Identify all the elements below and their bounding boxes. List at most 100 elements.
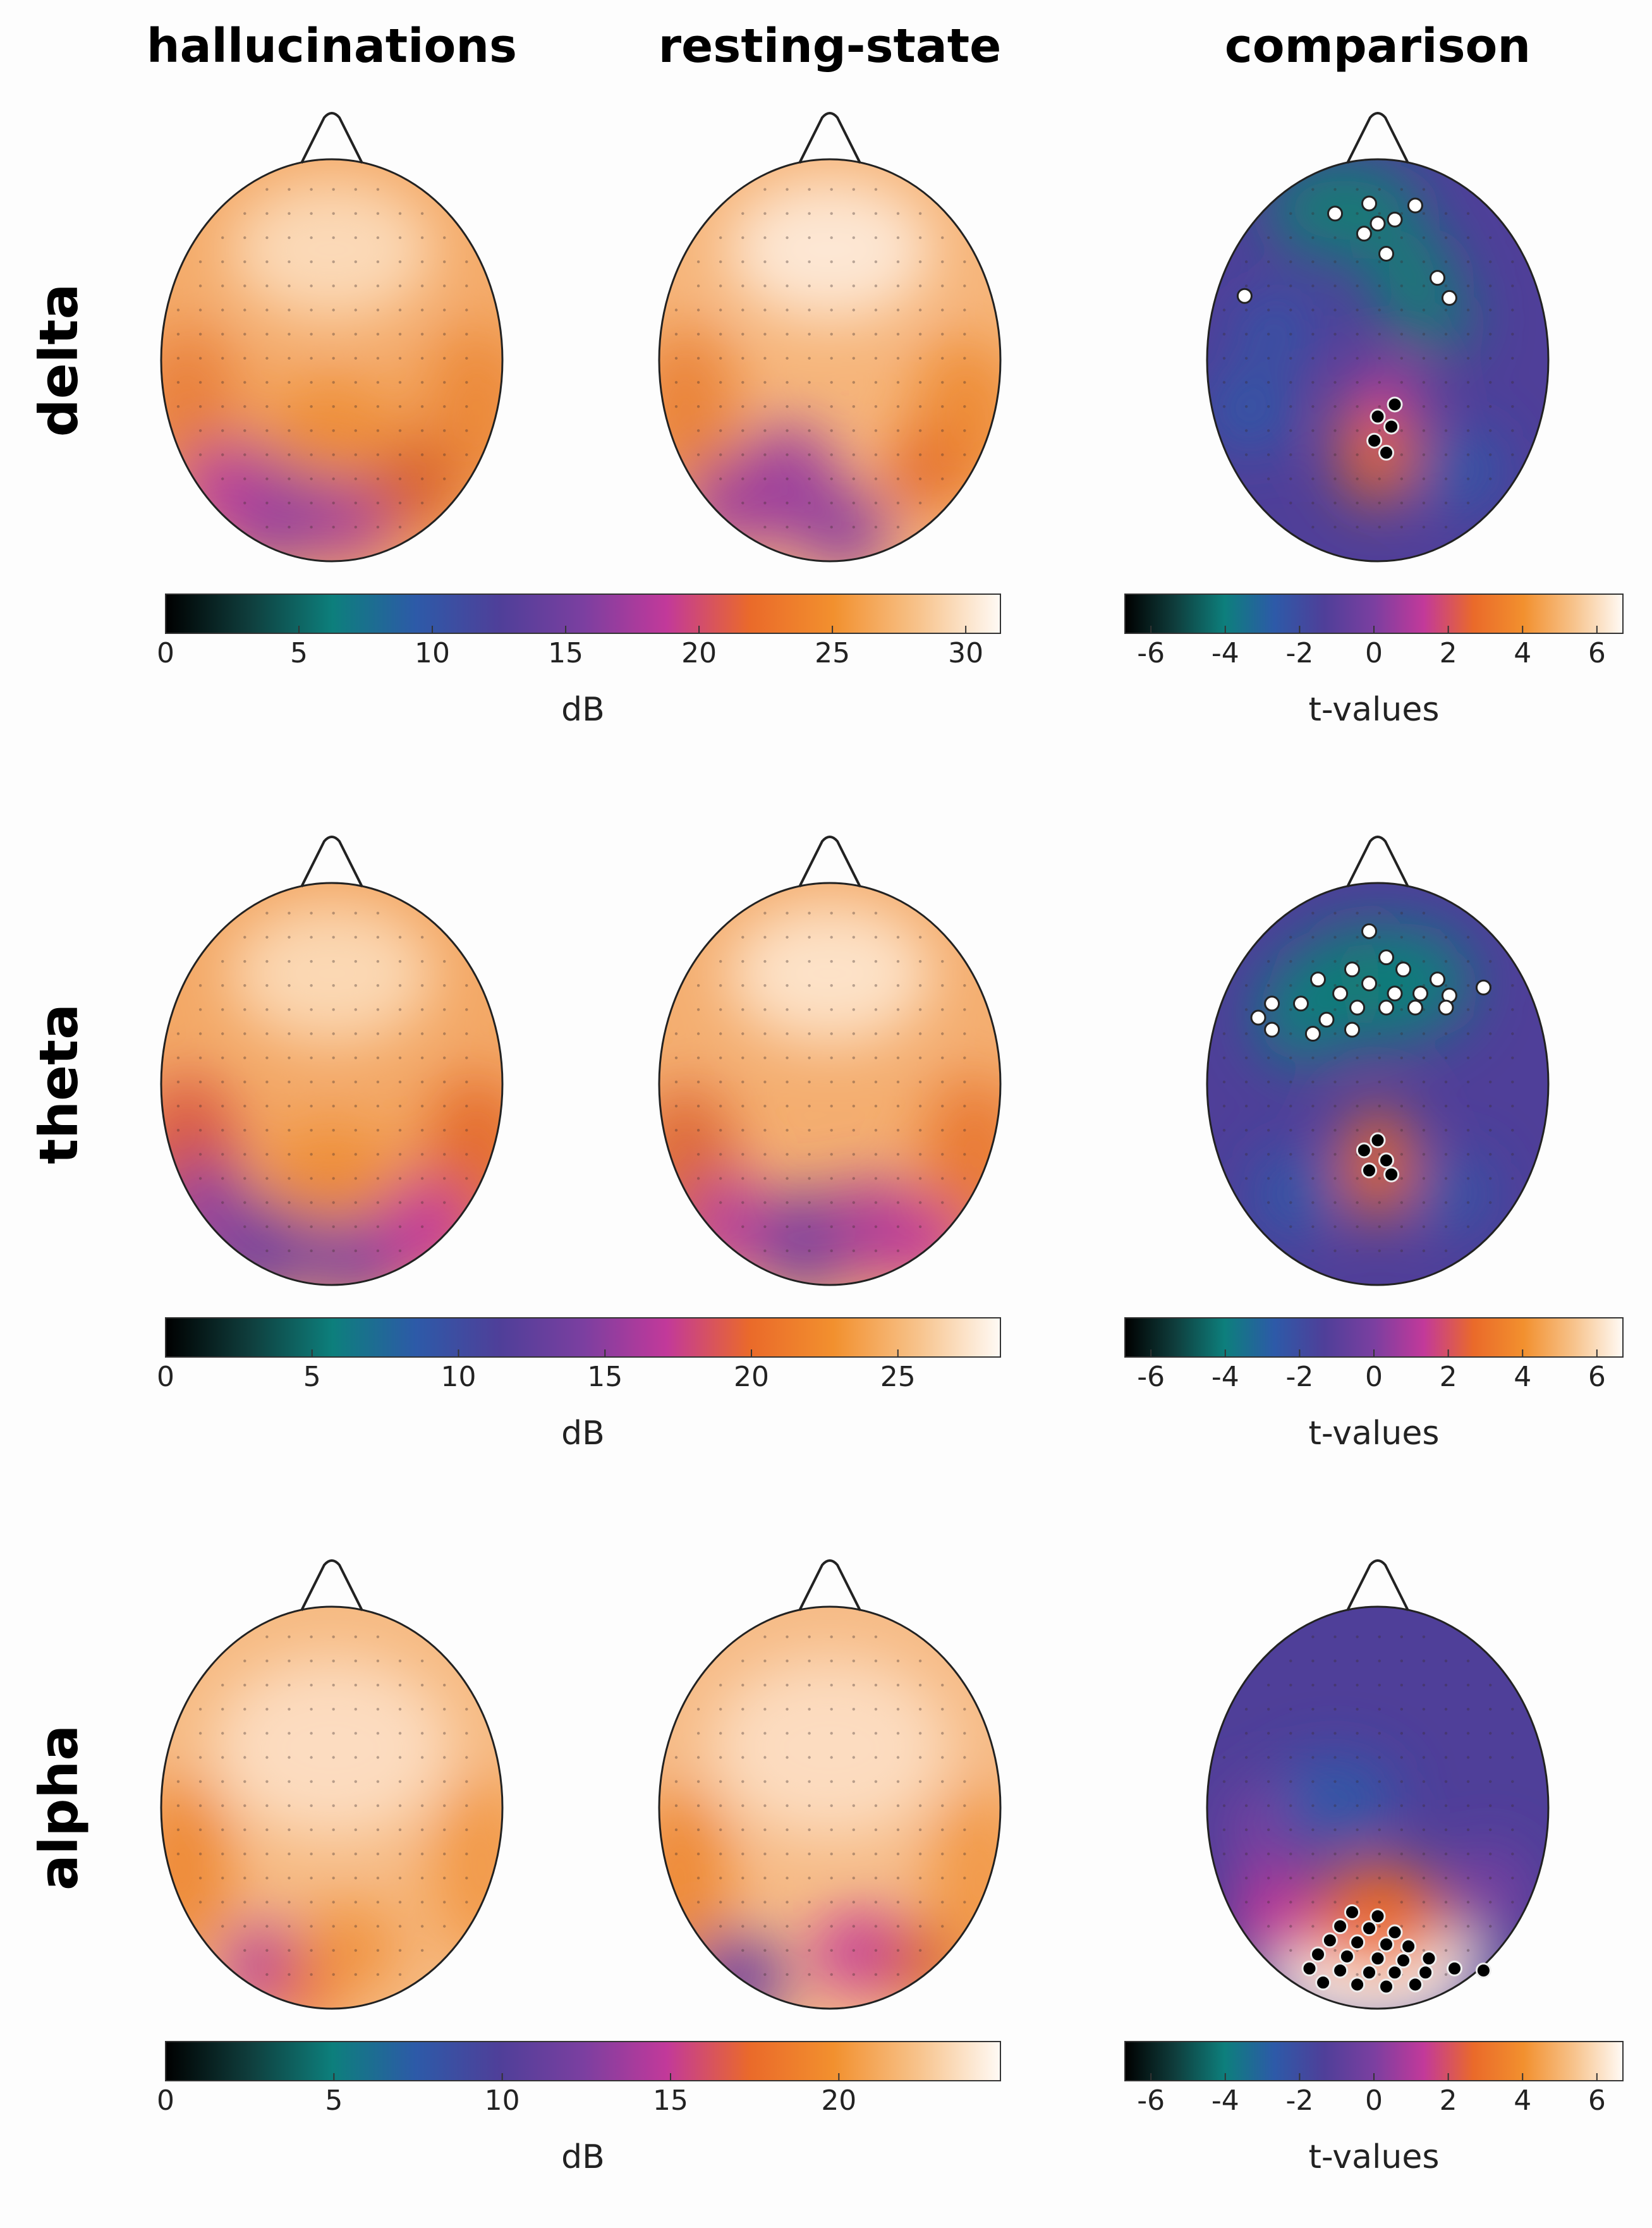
activity-blob (298, 1904, 400, 1993)
electrode-grid (674, 188, 966, 529)
activity-blob (659, 326, 739, 496)
colorbar-tick-label: 6 (1588, 637, 1606, 669)
significant-electrode-negative (1441, 289, 1457, 306)
significant-electrode-positive (1315, 1975, 1332, 1991)
electrode-grid (1222, 1635, 1514, 1976)
significant-electrode-positive (1407, 1976, 1423, 1993)
activity-blob (881, 1200, 966, 1281)
colorbar-tick-label: 5 (303, 1361, 321, 1393)
nose-marker (300, 112, 363, 164)
activity-blob (928, 1787, 1000, 1969)
significant-electrode-negative (1356, 226, 1372, 242)
significant-electrode-positive (1387, 1924, 1403, 1940)
significant-electrode-negative (1361, 923, 1377, 939)
activity-blob (710, 1657, 949, 1838)
colorbar-tick-label: -2 (1285, 637, 1313, 669)
significant-electrode-positive (1356, 1142, 1372, 1159)
significant-electrode-negative (1344, 1021, 1360, 1038)
colorbar-tick-label: 15 (548, 637, 583, 669)
significant-electrode-negative (1293, 995, 1309, 1012)
activity-blob (229, 179, 434, 320)
t-unit-label: t-values (1309, 691, 1440, 729)
colorbar-tick-label: -6 (1137, 2085, 1165, 2117)
significant-electrode-positive (1475, 1963, 1491, 1979)
row-header-theta: theta (28, 1004, 90, 1164)
db-unit-label: dB (561, 2138, 605, 2176)
activity-blob (430, 1777, 502, 1959)
nose-marker (798, 112, 861, 164)
db-unit-label: dB (561, 691, 605, 729)
electrode-grid (674, 1635, 966, 1976)
activity-blob (1344, 1108, 1412, 1221)
significant-electrode-negative (1264, 995, 1280, 1012)
topomap-head (1206, 112, 1550, 563)
activity-blob (804, 490, 890, 561)
head-outline (1206, 1605, 1550, 2010)
colorbar-tick-label: 5 (325, 2085, 343, 2117)
electrode-grid (176, 188, 468, 529)
significant-electrode-negative (1370, 216, 1386, 232)
colorbar-tick-label: 0 (157, 637, 174, 669)
activity-blob (1237, 300, 1313, 360)
significant-electrode-positive (1349, 1934, 1366, 1951)
significant-electrode-negative (1327, 205, 1343, 222)
head-outline (658, 158, 1002, 563)
topomap-head (658, 112, 1002, 563)
significant-electrode-positive (1301, 1960, 1318, 1976)
significant-electrode-negative (1361, 195, 1377, 212)
significant-electrode-negative (1332, 985, 1349, 1002)
colorbar-tick-label: 20 (734, 1361, 769, 1393)
significant-electrode-positive (1378, 1978, 1394, 1995)
colorbar-tick-label: 6 (1588, 2085, 1606, 2117)
activity-blob (161, 1777, 233, 1959)
column-header-comparison: comparison (1225, 19, 1531, 73)
colorbar-tick-label: 2 (1440, 637, 1457, 669)
significant-electrode-negative (1412, 985, 1428, 1002)
significant-electrode-negative (1438, 999, 1454, 1016)
colorbar-tick-label: -2 (1285, 1361, 1313, 1393)
significant-electrode-positive (1332, 1918, 1349, 1935)
colorbar-tick-label: 4 (1514, 1361, 1531, 1393)
colorbar-tick-label: -6 (1137, 1361, 1165, 1393)
colorbar-tick-label: -2 (1285, 2085, 1313, 2117)
head-outline (658, 1605, 1002, 2010)
significant-electrode-negative (1310, 971, 1326, 988)
activity-blob (1224, 1787, 1292, 1868)
activity-blob (659, 1787, 731, 1969)
electrode-grid (176, 911, 468, 1253)
topomap-head (160, 836, 504, 1286)
significant-electrode-positive (1395, 1952, 1411, 1969)
colorbar-tick-label: 20 (821, 2085, 856, 2117)
significant-electrode-positive (1361, 1964, 1377, 1981)
nose-marker (1346, 112, 1409, 164)
significant-electrode-positive (1387, 1964, 1403, 1981)
activity-blob (727, 179, 932, 320)
significant-electrode-positive (1361, 1920, 1377, 1937)
significant-electrode-positive (1349, 1976, 1366, 1993)
db-colorbar (165, 2041, 1001, 2081)
head-outline (1206, 882, 1550, 1286)
activity-blob (1451, 1848, 1526, 1949)
significant-electrode-positive (1447, 1960, 1462, 1976)
nose-marker (798, 1559, 861, 1611)
significant-electrode-positive (1344, 1904, 1360, 1920)
nose-marker (300, 836, 363, 887)
row-header-delta: delta (28, 284, 90, 437)
topomap-head (658, 836, 1002, 1286)
electrode-grid (674, 911, 966, 1253)
activity-blob (374, 434, 460, 535)
activity-blob (1420, 1158, 1489, 1231)
colorbar-tick-label: 2 (1440, 1361, 1457, 1393)
topomap-head (160, 112, 504, 563)
activity-blob (306, 473, 392, 561)
topomap-head (1206, 836, 1550, 1286)
colorbar-tick-label: 20 (681, 637, 717, 669)
colorbar-tick-label: 0 (1365, 637, 1383, 669)
significant-electrode-negative (1378, 245, 1394, 262)
significant-electrode-negative (1304, 1026, 1321, 1042)
activity-blob (886, 426, 961, 515)
activity-blob (264, 1124, 400, 1225)
nose-marker (798, 836, 861, 887)
significant-electrode-positive (1383, 418, 1400, 435)
